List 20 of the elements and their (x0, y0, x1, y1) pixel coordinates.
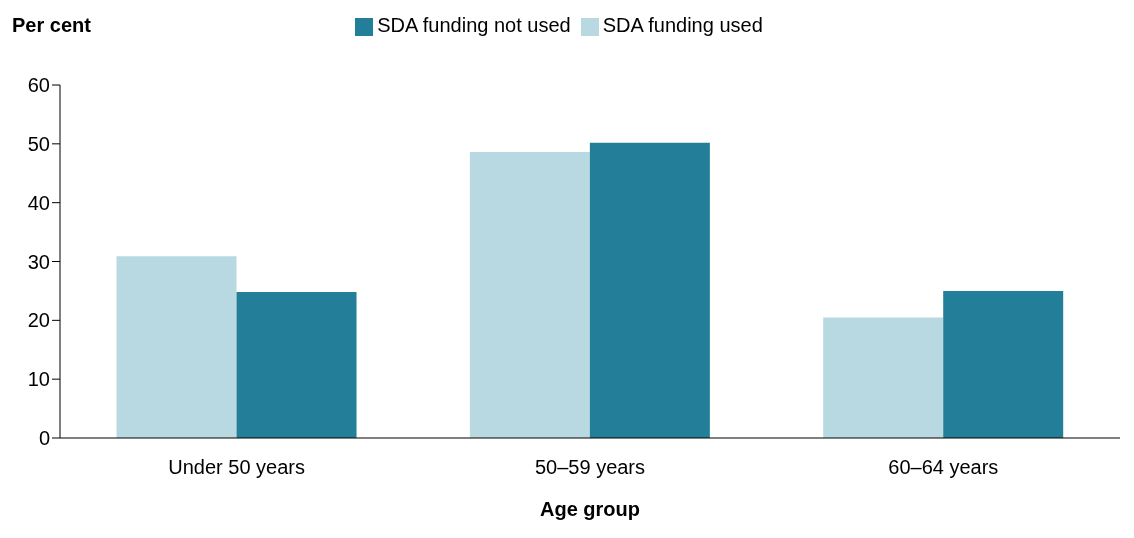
bar (943, 290, 1064, 438)
legend-label: SDA funding used (602, 14, 763, 36)
x-axis-title: Age group (539, 498, 641, 521)
bar (589, 142, 710, 438)
y-tick-label: 10 (27, 368, 50, 391)
y-tick-label: 50 (27, 132, 50, 155)
bar (469, 152, 590, 438)
bar (236, 292, 357, 438)
bar (116, 256, 237, 438)
x-tick-label: 50–59 years (534, 456, 646, 479)
legend-label: SDA funding not used (377, 14, 571, 36)
x-tick-label: Under 50 years (168, 456, 306, 479)
y-tick-label: 60 (27, 74, 50, 97)
y-axis-title: Per cent (12, 14, 91, 37)
bar (823, 317, 944, 438)
x-tick-label: 60–64 years (888, 456, 999, 479)
y-tick-label: 20 (27, 309, 50, 332)
y-tick-label: 0 (38, 427, 50, 450)
y-tick-label: 30 (27, 250, 50, 273)
y-tick-label: 40 (27, 191, 50, 214)
